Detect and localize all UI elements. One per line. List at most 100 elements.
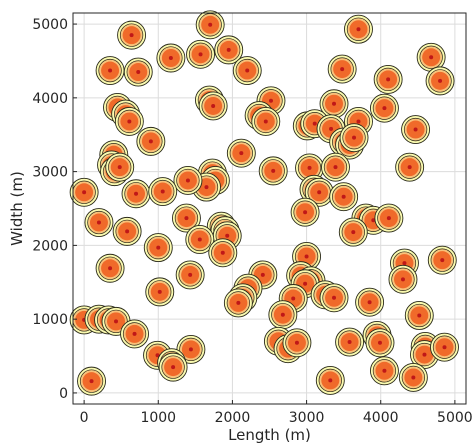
data-point <box>198 91 228 121</box>
marker-center-dot <box>304 254 309 259</box>
plot-frame <box>72 12 467 405</box>
data-point <box>173 166 203 195</box>
data-point <box>416 42 446 72</box>
data-point <box>105 152 135 182</box>
marker-center-dot <box>422 352 427 357</box>
marker-center-dot <box>220 250 225 255</box>
marker-center-dot <box>125 229 130 234</box>
data-point <box>232 56 262 85</box>
marker-center-dot <box>413 127 418 132</box>
y-axis: 0 1000 2000 3000 4000 5000 <box>32 17 77 402</box>
marker-center-dot <box>211 103 216 108</box>
data-point <box>369 356 399 386</box>
marker-center-dot <box>268 98 273 103</box>
data-point <box>430 332 459 362</box>
data-point <box>329 182 359 212</box>
data-point <box>148 177 178 206</box>
data-point <box>214 35 244 65</box>
data-point <box>404 301 434 330</box>
data-point <box>319 283 349 313</box>
data-point <box>185 225 215 254</box>
data-point <box>84 208 114 237</box>
marker-center-dot <box>168 56 173 61</box>
marker-center-dot <box>271 168 276 173</box>
marker-center-dot <box>185 178 190 183</box>
x-tick-label: 2000 <box>215 410 251 426</box>
marker-center-dot <box>317 190 322 195</box>
data-point <box>319 89 349 119</box>
marker-center-dot <box>148 139 153 144</box>
marker-center-dot <box>386 216 391 221</box>
data-point <box>112 216 142 246</box>
x-tick-label: 0 <box>80 410 89 426</box>
data-point <box>398 362 428 392</box>
data-point <box>186 39 215 69</box>
y-tick-label: 5000 <box>32 17 68 33</box>
marker-center-dot <box>208 22 213 27</box>
marker-center-dot <box>307 165 312 170</box>
marker-center-dot <box>260 272 265 277</box>
marker-center-dot <box>157 289 162 294</box>
x-axis: 0 1000 2000 3000 4000 5000 <box>80 400 473 426</box>
marker-center-dot <box>386 77 391 82</box>
data-point <box>327 54 357 84</box>
data-point <box>158 352 188 382</box>
marker-center-dot <box>356 119 361 124</box>
x-tick-label: 4000 <box>363 410 399 426</box>
data-point <box>315 365 345 395</box>
data-point <box>401 115 431 145</box>
data-point <box>175 260 205 290</box>
data-point <box>304 177 334 207</box>
marker-center-dot <box>280 312 285 317</box>
data-point <box>344 14 373 44</box>
y-tick-label: 1000 <box>32 312 68 328</box>
data-point <box>77 366 106 396</box>
marker-center-dot <box>328 378 333 383</box>
marker-center-dot <box>382 368 387 373</box>
marker-center-dot <box>429 55 434 60</box>
data-point <box>145 277 175 307</box>
y-tick-label: 2000 <box>32 238 68 254</box>
marker-center-dot <box>184 216 189 221</box>
marker-center-dot <box>303 210 308 215</box>
data-point <box>117 20 147 50</box>
data-point <box>388 264 418 294</box>
marker-center-dot <box>117 165 122 170</box>
marker-center-dot <box>367 300 372 305</box>
data-point <box>172 203 201 233</box>
marker-center-dot <box>371 218 376 223</box>
data-point <box>95 253 125 283</box>
marker-center-dot <box>352 135 357 140</box>
marker-center-dot <box>225 233 230 238</box>
data-point <box>114 106 144 136</box>
data-point <box>121 179 151 209</box>
data-point <box>369 93 399 123</box>
data-point <box>282 328 312 358</box>
marker-center-dot <box>312 121 317 126</box>
marker-center-dot <box>198 52 203 57</box>
marker-layer <box>69 10 459 396</box>
y-axis-label: Width (m) <box>8 171 26 246</box>
data-point <box>223 288 253 318</box>
x-tick-label: 3000 <box>289 410 325 426</box>
data-point <box>136 126 166 156</box>
marker-center-dot <box>108 68 113 73</box>
data-point <box>395 152 425 182</box>
data-point <box>290 197 320 227</box>
x-axis-label: Length (m) <box>228 426 311 444</box>
marker-center-dot <box>382 106 387 111</box>
data-point <box>258 156 288 186</box>
marker-center-dot <box>333 165 338 170</box>
data-point <box>208 238 238 268</box>
data-point <box>338 217 368 247</box>
data-point <box>295 153 324 183</box>
marker-center-dot <box>440 258 445 263</box>
marker-center-dot <box>155 353 160 358</box>
marker-center-dot <box>132 331 137 336</box>
y-tick-label: 3000 <box>32 165 68 181</box>
marker-center-dot <box>294 340 299 345</box>
marker-center-dot <box>82 190 87 195</box>
marker-center-dot <box>351 230 356 235</box>
marker-center-dot <box>197 237 202 242</box>
